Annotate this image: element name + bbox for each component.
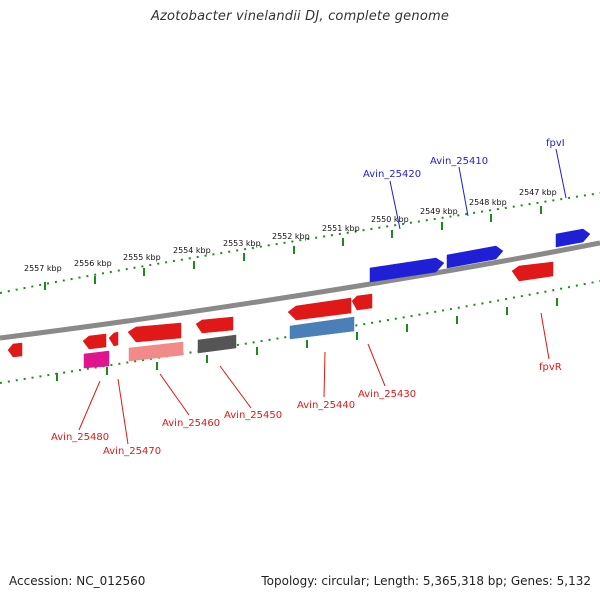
gene-arrow bbox=[128, 341, 184, 362]
major-tick bbox=[143, 268, 145, 276]
tick-label: 2547 kbp bbox=[519, 188, 557, 197]
major-tick bbox=[56, 373, 58, 381]
major-tick bbox=[540, 206, 542, 214]
gene-arrow bbox=[351, 293, 373, 311]
major-tick bbox=[44, 282, 46, 290]
major-tick bbox=[556, 298, 558, 306]
gene-label-avin-25470: Avin_25470 bbox=[103, 446, 161, 457]
major-tick bbox=[391, 230, 393, 238]
gene-arrow bbox=[369, 257, 445, 283]
major-tick bbox=[156, 362, 158, 370]
gene-label-avin-25440: Avin_25440 bbox=[297, 400, 355, 411]
leader-line bbox=[367, 343, 386, 387]
major-tick bbox=[490, 214, 492, 222]
tick-label: 2551 kbp bbox=[322, 224, 360, 233]
major-tick bbox=[406, 324, 408, 332]
leader-line bbox=[389, 180, 401, 230]
gene-label-avin-25430: Avin_25430 bbox=[358, 389, 416, 400]
reverse-genes bbox=[7, 261, 554, 369]
major-tick bbox=[506, 307, 508, 315]
tick-label: 2552 kbp bbox=[272, 232, 310, 241]
gene-label-avin-25450: Avin_25450 bbox=[224, 410, 282, 421]
leader-line bbox=[555, 148, 567, 199]
reverse-leaders bbox=[78, 312, 550, 445]
gene-arrow bbox=[555, 228, 591, 248]
genome-backbone bbox=[0, 240, 600, 341]
gene-label-fpvi: fpvI bbox=[546, 138, 565, 149]
tick-label: 2556 kbp bbox=[74, 259, 112, 268]
major-tick bbox=[193, 261, 195, 269]
leader-line bbox=[219, 365, 252, 409]
gene-arrow bbox=[108, 331, 119, 347]
forward-leaders bbox=[389, 148, 567, 230]
gene-label-avin-25460: Avin_25460 bbox=[162, 418, 220, 429]
accession-text: Accession: NC_012560 bbox=[9, 574, 146, 588]
gene-label-avin-25410: Avin_25410 bbox=[430, 156, 488, 167]
leader-line bbox=[323, 351, 326, 398]
tick-label: 2554 kbp bbox=[173, 246, 211, 255]
gene-arrow bbox=[83, 350, 110, 369]
major-tick bbox=[106, 367, 108, 375]
major-tick bbox=[356, 332, 358, 340]
upper-tick-track bbox=[0, 192, 600, 294]
major-tick bbox=[342, 238, 344, 246]
leader-line bbox=[458, 166, 469, 217]
gene-arrow bbox=[287, 297, 352, 321]
tick-label: 2557 kbp bbox=[24, 264, 62, 273]
topology-text: Topology: circular; Length: 5,365,318 bp… bbox=[261, 574, 591, 588]
leader-line bbox=[540, 312, 550, 360]
gene-arrow bbox=[127, 322, 182, 343]
leader-line bbox=[78, 380, 101, 431]
gene-arrow bbox=[195, 316, 234, 334]
forward-genes bbox=[369, 228, 591, 283]
major-tick bbox=[306, 340, 308, 348]
gene-arrow bbox=[82, 333, 107, 350]
gene-label-fpvr: fpvR bbox=[539, 362, 562, 373]
gene-arrow bbox=[7, 342, 23, 358]
gene-label-avin-25480: Avin_25480 bbox=[51, 432, 109, 443]
major-tick bbox=[441, 222, 443, 230]
gene-arrow bbox=[511, 261, 554, 282]
gene-arrow bbox=[446, 245, 504, 269]
major-tick bbox=[293, 246, 295, 254]
gene-arrow bbox=[197, 334, 237, 354]
major-tick bbox=[94, 276, 96, 284]
genome-title: Azotobacter vinelandii DJ, complete geno… bbox=[150, 9, 450, 24]
tick-label: 2553 kbp bbox=[223, 239, 261, 248]
tick-label: 2549 kbp bbox=[420, 207, 458, 216]
tick-label: 2550 kbp bbox=[371, 215, 409, 224]
major-tick bbox=[256, 347, 258, 355]
major-tick bbox=[456, 316, 458, 324]
gene-arrow bbox=[289, 316, 355, 340]
major-ticks bbox=[44, 206, 558, 381]
gene-label-avin-25420: Avin_25420 bbox=[363, 169, 421, 180]
tick-label: 2555 kbp bbox=[123, 253, 161, 262]
leader-line bbox=[117, 378, 129, 445]
major-tick bbox=[243, 253, 245, 261]
leader-line bbox=[159, 373, 190, 416]
tick-label: 2548 kbp bbox=[469, 198, 507, 207]
major-tick bbox=[206, 355, 208, 363]
